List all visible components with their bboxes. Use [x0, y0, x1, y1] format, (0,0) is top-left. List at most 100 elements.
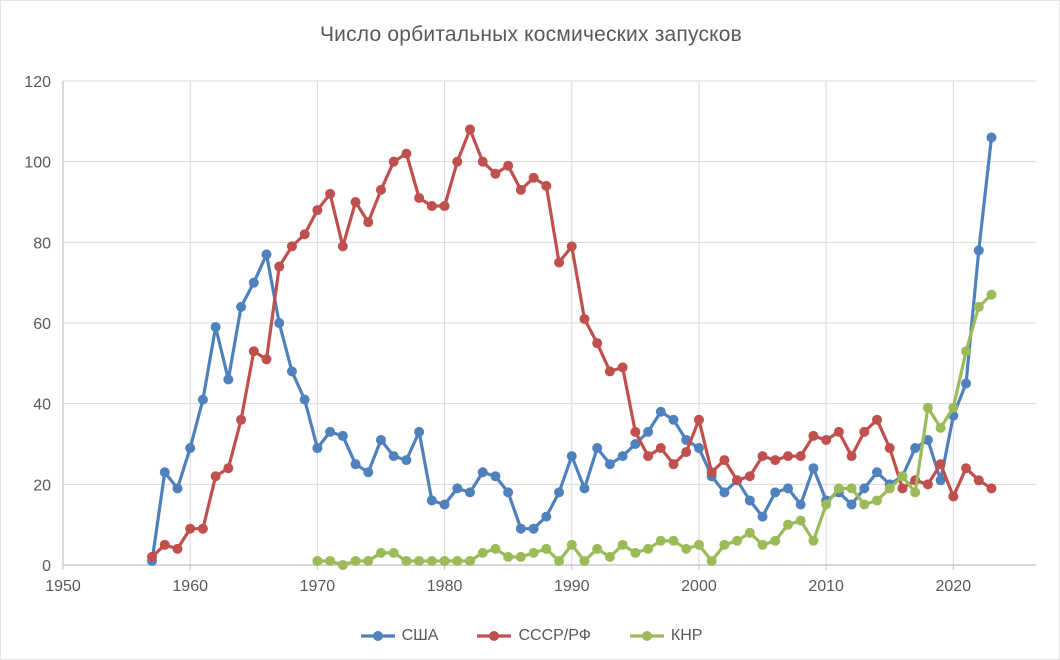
chart-title: Число орбитальных космических запусков [319, 23, 743, 46]
data-point-ussr-rf-1982 [465, 124, 476, 135]
legend-marker-ussr-rf [477, 631, 512, 641]
data-point-ussr-rf-2006 [770, 455, 781, 466]
legend-item-ussr-rf: СССР/РФ [476, 627, 591, 645]
series-china [312, 289, 997, 570]
data-point-usa-1975 [375, 434, 386, 445]
data-point-usa-2018 [922, 434, 933, 445]
data-point-usa-1997 [655, 406, 666, 417]
data-point-ussr-rf-1966 [261, 354, 272, 365]
data-point-usa-1991 [579, 483, 590, 494]
data-point-china-1982 [465, 555, 476, 566]
data-point-china-1973 [350, 555, 361, 566]
data-point-usa-2013 [859, 483, 870, 494]
data-point-china-1984 [490, 543, 501, 554]
data-point-ussr-rf-1990 [566, 241, 577, 252]
data-point-ussr-rf-1993 [604, 366, 615, 377]
data-point-ussr-rf-1978 [414, 192, 425, 203]
gridlines [63, 80, 1036, 565]
data-point-ussr-rf-2009 [808, 430, 819, 441]
data-point-china-2000 [693, 539, 704, 550]
data-point-ussr-rf-1988 [541, 180, 552, 191]
data-point-ussr-rf-1975 [375, 184, 386, 195]
data-point-china-1991 [579, 555, 590, 566]
data-point-china-1971 [325, 555, 336, 566]
data-point-usa-1967 [274, 318, 285, 328]
data-point-ussr-rf-2022 [973, 475, 984, 486]
data-point-china-1978 [414, 555, 425, 566]
axes [62, 81, 1036, 570]
legend-label-ussr-rf: СССР/РФ [518, 627, 591, 644]
data-point-usa-1985 [503, 487, 514, 498]
data-point-china-1993 [604, 551, 615, 562]
data-point-ussr-rf-2012 [846, 451, 857, 462]
data-point-ussr-rf-1959 [172, 543, 183, 554]
data-point-ussr-rf-1979 [426, 201, 437, 212]
legend-marker-usa [360, 631, 395, 641]
data-point-usa-2017 [910, 443, 921, 454]
data-point-usa-2012 [846, 499, 857, 510]
legend-item-china: КНР [629, 627, 703, 645]
data-point-china-2016 [897, 471, 908, 482]
axis-tick-labels: 0 20 40 60 80 100 120 1950 1960 1970 1980 1990 2000 2… [24, 74, 971, 595]
data-point-china-1977 [401, 555, 412, 566]
data-point-usa-1977 [401, 455, 412, 466]
data-point-usa-2023 [986, 132, 997, 143]
data-point-ussr-rf-1967 [274, 261, 285, 272]
data-point-ussr-rf-2013 [859, 426, 870, 437]
legend-label-usa: США [401, 627, 439, 644]
data-point-usa-1965 [248, 277, 259, 288]
data-point-china-2007 [782, 519, 793, 530]
data-point-ussr-rf-2008 [795, 451, 806, 462]
data-point-ussr-rf-1992 [592, 338, 603, 349]
y-tick-label-80: 80 [33, 235, 51, 252]
data-point-ussr-rf-1974 [363, 217, 374, 228]
data-point-ussr-rf-2020 [948, 491, 959, 502]
data-point-china-2011 [833, 483, 844, 494]
data-point-china-1989 [554, 555, 565, 566]
series-layer [147, 124, 997, 570]
data-point-usa-2021 [961, 378, 972, 389]
x-tick-label-2000: 2000 [681, 578, 717, 595]
x-tick-label-2020: 2020 [936, 578, 972, 595]
data-point-usa-1998 [668, 414, 679, 425]
data-point-usa-1980 [439, 499, 450, 510]
data-point-ussr-rf-2018 [922, 479, 933, 490]
legend-dot-usa [372, 631, 383, 641]
data-point-ussr-rf-2010 [821, 434, 832, 445]
data-point-usa-1989 [554, 487, 565, 498]
data-point-ussr-rf-1965 [248, 346, 259, 357]
data-point-ussr-rf-1984 [490, 168, 501, 179]
y-tick-label-120: 120 [24, 74, 51, 91]
data-point-ussr-rf-1994 [617, 362, 628, 373]
data-point-china-2005 [757, 539, 768, 550]
data-point-usa-1970 [312, 443, 323, 454]
data-point-china-2015 [884, 483, 895, 494]
data-point-china-1979 [426, 555, 437, 566]
data-point-usa-2007 [782, 483, 793, 494]
data-point-usa-1994 [617, 451, 628, 462]
data-point-china-2008 [795, 515, 806, 526]
legend-label-china: КНР [670, 627, 703, 644]
y-tick-label-60: 60 [33, 316, 51, 333]
data-point-china-1974 [363, 555, 374, 566]
data-point-usa-1992 [592, 443, 603, 454]
data-point-china-2017 [910, 487, 921, 498]
data-point-usa-1962 [210, 322, 221, 333]
data-point-ussr-rf-1971 [325, 188, 336, 199]
legend-item-usa: США [360, 627, 439, 645]
y-tick-label-40: 40 [33, 397, 51, 414]
data-point-ussr-rf-2019 [935, 459, 946, 470]
x-tick-label-1980: 1980 [427, 578, 463, 595]
data-point-china-2020 [948, 402, 959, 413]
chart-legend: США СССР/РФ КНР [1, 627, 1059, 645]
data-point-usa-1982 [465, 487, 476, 498]
data-point-ussr-rf-2014 [872, 414, 883, 425]
data-point-usa-1996 [643, 426, 654, 437]
data-point-ussr-rf-1987 [528, 172, 539, 183]
data-point-ussr-rf-2016 [897, 483, 908, 494]
data-point-usa-1984 [490, 471, 501, 482]
x-tick-label-1970: 1970 [300, 578, 336, 595]
data-point-china-2003 [732, 535, 743, 546]
data-point-usa-1960 [185, 443, 196, 454]
